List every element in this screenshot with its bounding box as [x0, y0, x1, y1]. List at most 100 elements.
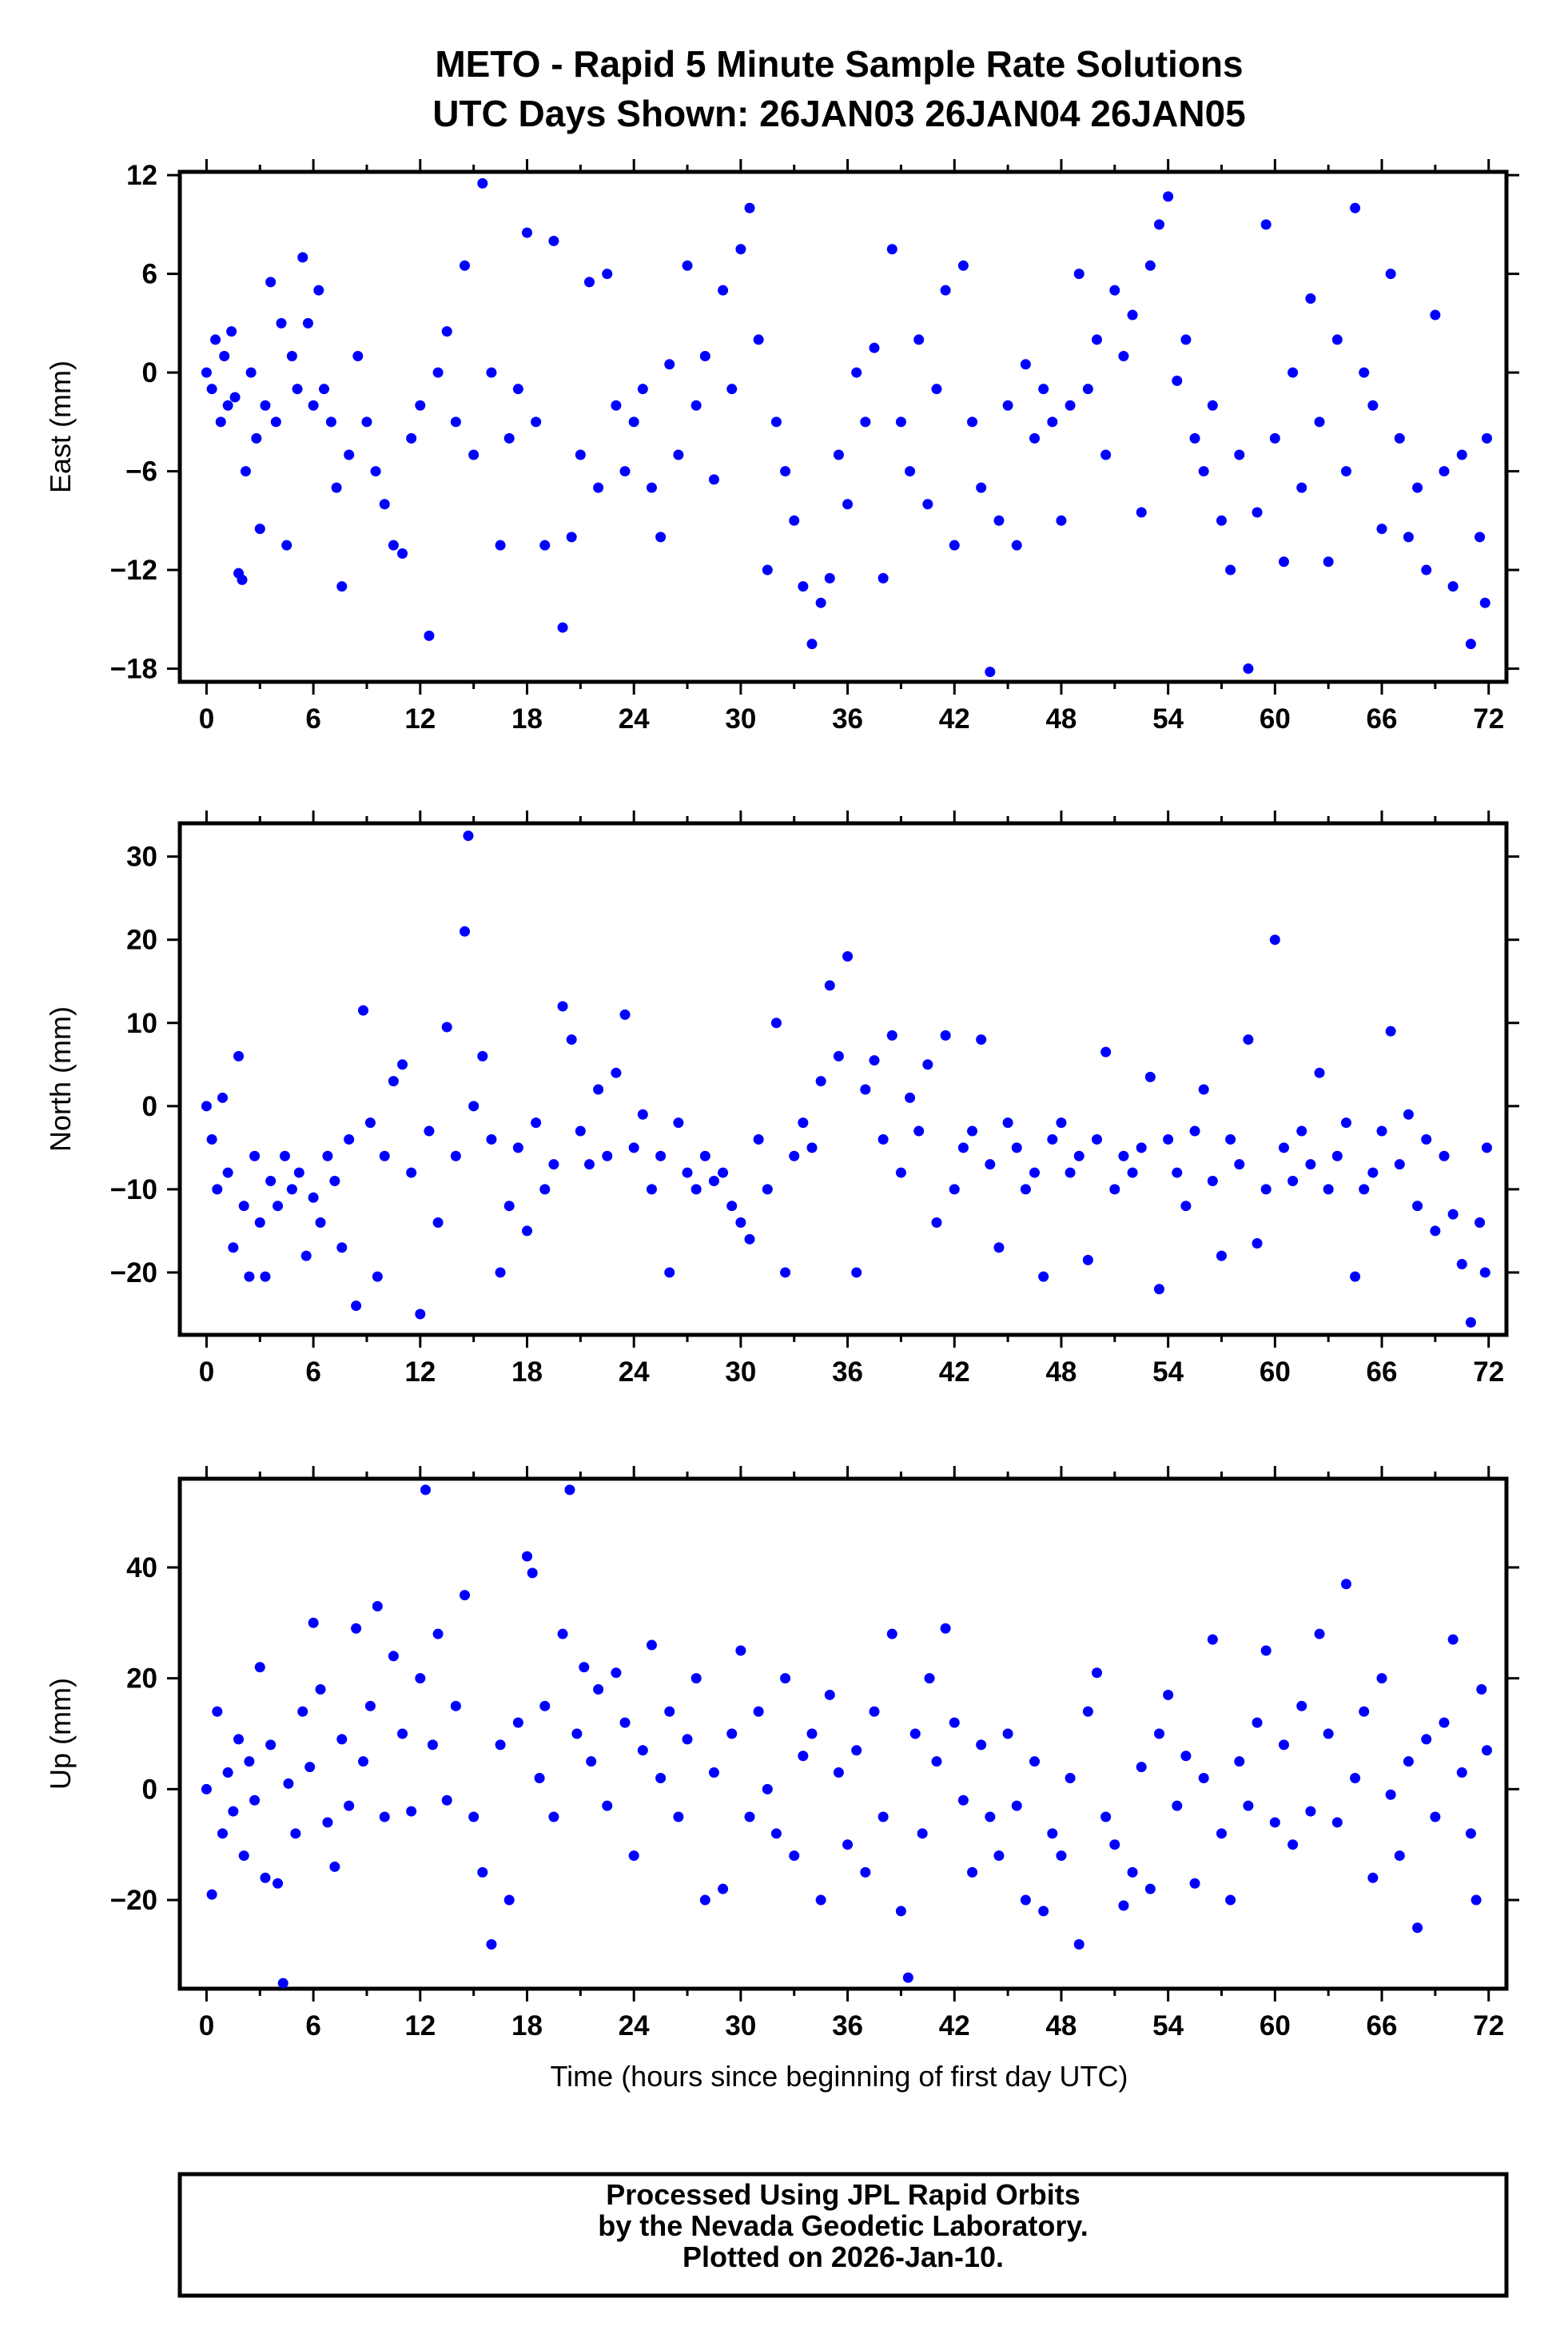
east-plot-frame [177, 169, 1509, 684]
north-data-point [254, 1217, 265, 1229]
north-x-tick-label: 0 [199, 1356, 214, 1388]
up-y-tick-label: 0 [142, 1774, 157, 1805]
up-data-point [1323, 1728, 1334, 1739]
east-x-tick-label: 48 [1045, 703, 1077, 735]
footer-line-1: Processed Using JPL Rapid Orbits [606, 2178, 1080, 2211]
up-data-point [1189, 1878, 1200, 1889]
up-data-point [1403, 1756, 1414, 1767]
east-data-point [655, 532, 667, 543]
north-data-point [583, 1159, 595, 1170]
east-data-point [302, 317, 313, 329]
east-data-point [1296, 482, 1307, 493]
north-data-point [949, 1184, 960, 1195]
north-data-point [206, 1133, 217, 1145]
north-data-point [521, 1225, 532, 1237]
east-data-point [1350, 202, 1361, 213]
up-data-point [1216, 1828, 1227, 1839]
east-data-point [281, 540, 293, 551]
north-data-point [1073, 1150, 1084, 1161]
up-data-point [1305, 1806, 1316, 1817]
up-x-tick-label: 6 [305, 2010, 320, 2041]
up-data-point [1118, 1900, 1129, 1911]
east-data-point [521, 227, 532, 238]
east-data-point [1127, 309, 1138, 321]
up-data-point [753, 1706, 764, 1717]
east-data-point [495, 540, 506, 551]
north-data-point [815, 1076, 826, 1087]
north-data-point [1225, 1133, 1236, 1145]
up-data-point [1430, 1811, 1441, 1822]
east-data-point [815, 597, 826, 608]
north-data-point [1216, 1250, 1227, 1261]
north-data-point [922, 1059, 933, 1070]
north-data-point [201, 1101, 212, 1112]
up-data-point [1385, 1789, 1396, 1800]
up-data-point [503, 1894, 515, 1906]
up-data-point [833, 1767, 844, 1778]
up-plot-frame [177, 1476, 1509, 1991]
east-data-point [229, 392, 241, 403]
east-data-point [251, 432, 262, 444]
up-data-point [824, 1689, 835, 1700]
up-data-point [1207, 1634, 1218, 1645]
up-data-point [201, 1783, 212, 1794]
up-x-tick-label: 42 [939, 2010, 970, 2041]
north-data-point [1421, 1133, 1432, 1145]
east-x-tick-label: 72 [1473, 703, 1504, 735]
up-data-point [450, 1700, 461, 1711]
east-data-point [1479, 597, 1490, 608]
up-data-point [586, 1756, 597, 1767]
north-data-point [1385, 1026, 1396, 1037]
up-data-point [690, 1673, 702, 1684]
east-data-point [388, 540, 399, 551]
up-data-point [917, 1828, 928, 1839]
east-data-point [477, 177, 488, 189]
north-y-tick-label: 30 [126, 842, 157, 873]
north-data-point [602, 1150, 613, 1161]
up-y-tick-label: 20 [126, 1663, 157, 1695]
up-data-point [364, 1700, 376, 1711]
east-data-point [331, 482, 342, 493]
up-data-point [344, 1800, 355, 1811]
north-data-point [957, 1142, 969, 1153]
east-data-point [895, 416, 906, 428]
east-data-point [593, 482, 604, 493]
up-data-point [420, 1484, 431, 1496]
up-panel: 0 6 12 18 24 30 36 42 48 54 60 66 72 40 20 0 −20 Up (mm) [44, 1466, 1519, 2041]
east-data-point [637, 384, 648, 395]
east-data-point [286, 351, 297, 362]
north-data-point [1002, 1117, 1013, 1129]
east-data-point [206, 384, 217, 395]
east-y-tick-label: 12 [126, 160, 157, 191]
east-data-point [297, 252, 308, 263]
north-data-point [1207, 1175, 1218, 1186]
up-x-tick-label: 36 [832, 2010, 863, 2041]
east-data-point [1065, 400, 1076, 411]
east-data-point [361, 416, 372, 428]
east-data-point [770, 416, 782, 428]
east-data-point [1144, 260, 1156, 271]
north-data-point [1056, 1117, 1067, 1129]
east-data-point [940, 285, 951, 296]
east-data-point [237, 574, 248, 585]
east-y-tick-label: −18 [110, 654, 157, 685]
north-data-point [1340, 1117, 1351, 1129]
east-data-point [308, 400, 319, 411]
east-data-point [1180, 334, 1192, 345]
east-data-point [254, 524, 265, 535]
north-x-tick-label: 30 [725, 1356, 756, 1388]
north-data-point [364, 1117, 376, 1129]
up-x-tick-label: 18 [511, 2010, 543, 2041]
east-data-point [245, 367, 257, 378]
east-data-point [718, 285, 729, 296]
east-data-point [682, 260, 693, 271]
up-data-point [273, 1878, 284, 1889]
north-data-point [329, 1175, 340, 1186]
east-x-tick-label: 60 [1260, 703, 1291, 735]
east-data-point [1430, 309, 1441, 321]
east-data-point [1234, 449, 1245, 460]
east-data-point [566, 532, 577, 543]
east-data-point [664, 359, 675, 370]
footer-line-2: by the Nevada Geodetic Laboratory. [598, 2209, 1088, 2242]
up-data-point [655, 1772, 667, 1783]
